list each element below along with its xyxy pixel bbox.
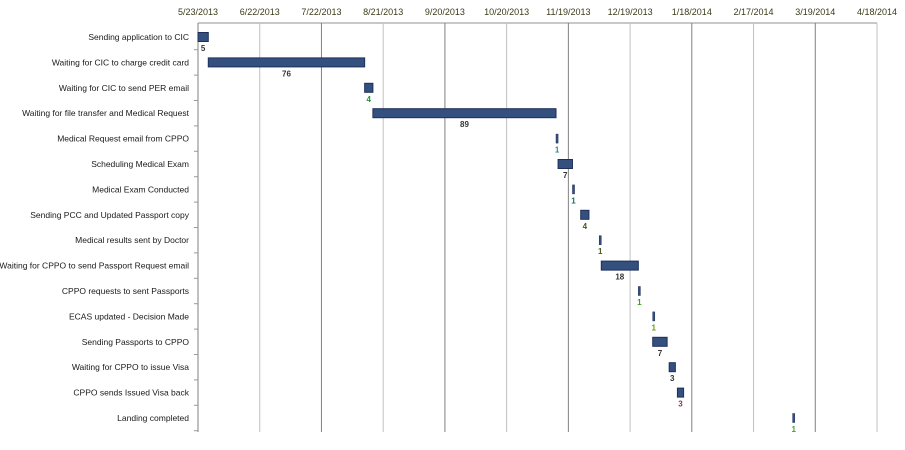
task-bar: [668, 362, 676, 373]
x-tick-label: 12/19/2013: [608, 7, 653, 17]
duration-label: 4: [367, 95, 372, 104]
task-label: Sending Passports to CPPO: [82, 337, 190, 347]
duration-label: 76: [282, 69, 291, 78]
x-tick-label: 5/23/2013: [178, 7, 218, 17]
duration-label: 5: [201, 44, 206, 53]
task-bar: [580, 209, 590, 220]
task-bar: [652, 336, 668, 347]
task-bar: [638, 286, 641, 296]
task-bar: [572, 184, 575, 195]
task-label: ECAS updated - Decision Made: [69, 311, 189, 321]
x-tick-label: 10/20/2013: [484, 7, 529, 17]
task-bar: [207, 57, 366, 68]
x-tick-label: 2/17/2014: [734, 7, 774, 17]
duration-label: 1: [652, 323, 657, 332]
task-label: CPPO requests to sent Passports: [62, 286, 189, 296]
task-label: Waiting for CIC to send PER email: [59, 83, 189, 93]
duration-label: 7: [658, 349, 663, 358]
task-label: Medical Exam Conducted: [92, 184, 189, 194]
task-bar: [598, 235, 602, 245]
x-tick-label: 4/18/2014: [857, 7, 897, 17]
task-bar: [600, 260, 639, 271]
x-tick-label: 3/19/2014: [795, 7, 835, 17]
task-label: Medical results sent by Doctor: [75, 235, 189, 245]
task-label: Sending application to CIC: [88, 32, 189, 42]
task-label: CPPO sends Issued Visa back: [73, 388, 189, 398]
task-bar: [557, 159, 573, 169]
x-tick-label: 7/22/2013: [301, 7, 341, 17]
task-label: Waiting for file transfer and Medical Re…: [22, 108, 190, 118]
duration-label: 3: [678, 400, 683, 409]
x-tick-label: 8/21/2013: [363, 7, 403, 17]
x-tick-label: 1/18/2014: [672, 7, 712, 17]
task-bar: [792, 413, 795, 423]
task-label: Waiting for CPPO to send Passport Reques…: [0, 261, 189, 271]
task-bar: [676, 387, 685, 398]
duration-label: 7: [563, 171, 568, 180]
task-bar: [652, 311, 656, 322]
duration-label: 1: [598, 247, 603, 256]
x-tick-label: 11/19/2013: [546, 7, 590, 17]
task-label: Sending PCC and Updated Passport copy: [30, 210, 190, 220]
x-tick-label: 9/20/2013: [425, 7, 465, 17]
duration-label: 1: [571, 196, 576, 205]
duration-label: 1: [637, 298, 642, 307]
task-bar: [372, 108, 557, 119]
duration-label: 89: [460, 120, 469, 129]
task-label: Waiting for CPPO to issue Visa: [72, 362, 189, 372]
task-bar: [555, 133, 559, 144]
task-label: Waiting for CIC to charge credit card: [52, 57, 189, 67]
task-label: Scheduling Medical Exam: [91, 159, 189, 169]
task-label: Landing completed: [117, 413, 189, 423]
duration-label: 4: [583, 222, 588, 231]
duration-label: 3: [670, 374, 675, 383]
duration-label: 18: [615, 273, 624, 282]
x-tick-label: 6/22/2013: [240, 7, 280, 17]
duration-label: 1: [555, 146, 560, 155]
task-label: Medical Request email from CPPO: [57, 134, 189, 144]
task-bar: [364, 82, 374, 93]
task-bar: [197, 32, 209, 42]
duration-label: 1: [791, 425, 796, 434]
